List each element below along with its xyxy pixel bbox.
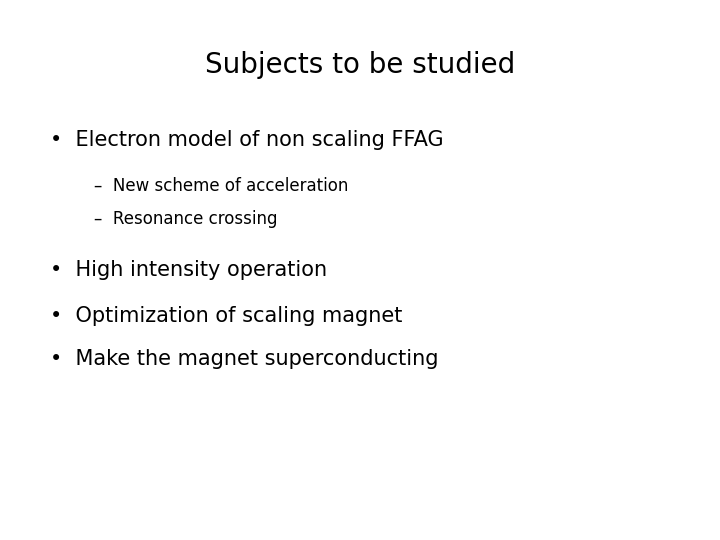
Text: •  High intensity operation: • High intensity operation [50,260,328,280]
Text: –  Resonance crossing: – Resonance crossing [94,210,277,228]
Text: •  Make the magnet superconducting: • Make the magnet superconducting [50,349,439,369]
Text: •  Electron model of non scaling FFAG: • Electron model of non scaling FFAG [50,130,444,151]
Text: •  Optimization of scaling magnet: • Optimization of scaling magnet [50,306,402,326]
Text: –  New scheme of acceleration: – New scheme of acceleration [94,177,348,195]
Text: Subjects to be studied: Subjects to be studied [205,51,515,79]
